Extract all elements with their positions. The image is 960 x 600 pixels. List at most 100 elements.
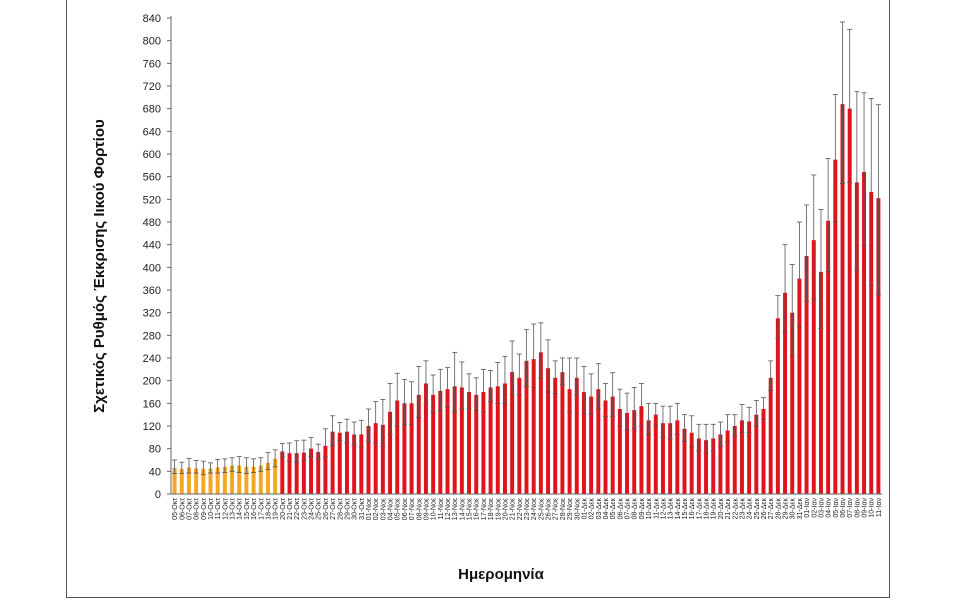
bar — [474, 394, 479, 494]
x-tick-label: 28-Νοε — [560, 498, 567, 520]
x-tick-label: 05-Οκτ — [172, 498, 179, 520]
x-tick-label: 15-Οκτ — [244, 498, 251, 520]
bar — [603, 400, 608, 494]
x-tick-label: 13-Οκτ — [230, 498, 237, 520]
y-tick-label: 800 — [143, 36, 161, 48]
bar — [876, 198, 881, 494]
x-tick-label: 13-Νοε — [452, 498, 459, 520]
bar — [833, 159, 838, 494]
x-tick-label: 30-Νοε — [574, 498, 581, 520]
bar — [797, 278, 802, 494]
x-tick-label: 21-Δεκ — [725, 498, 732, 520]
x-tick-label: 01-Νοε — [366, 498, 373, 520]
bar — [352, 434, 357, 494]
bar — [186, 467, 191, 494]
x-tick-label: 27-Οκτ — [330, 498, 337, 520]
x-tick-label: 10-Δεκ — [646, 498, 653, 520]
x-tick-label: 23-Δεκ — [739, 498, 746, 520]
x-tick-label: 08-Δεκ — [632, 498, 639, 520]
x-tick-label: 03-Νοε — [380, 498, 387, 520]
x-tick-label: 06-Οκτ — [179, 498, 186, 520]
bar — [316, 452, 321, 494]
bar — [567, 389, 572, 494]
y-tick-label: 360 — [143, 285, 161, 297]
bar — [502, 383, 507, 494]
bar — [344, 431, 349, 494]
y-tick-label: 640 — [143, 126, 161, 138]
x-tick-label: 06-Δεκ — [617, 498, 624, 520]
bar — [481, 392, 486, 494]
x-tick-label: 12-Νοε — [445, 498, 452, 520]
bar — [725, 430, 730, 494]
x-tick-label: 02-Ιαν — [811, 498, 818, 518]
bar — [287, 453, 292, 494]
x-tick-label: 04-Ιαν — [826, 498, 833, 518]
bar — [373, 423, 378, 494]
x-tick-label: 09-Ιαν — [862, 498, 869, 518]
y-tick-label: 400 — [143, 262, 161, 274]
bar — [553, 377, 558, 494]
y-tick-label: 280 — [143, 330, 161, 342]
x-tick-label: 28-Δεκ — [775, 498, 782, 520]
bar — [388, 411, 393, 494]
bar — [826, 220, 831, 494]
x-tick-label: 14-Δεκ — [675, 498, 682, 520]
y-tick-label: 80 — [149, 444, 161, 456]
x-tick-label: 14-Νοε — [459, 498, 466, 520]
x-tick-label: 17-Οκτ — [258, 498, 265, 520]
x-tick-label: 23-Νοε — [524, 498, 531, 520]
y-tick-label: 720 — [143, 81, 161, 93]
x-tick-label: 07-Νοε — [409, 498, 416, 520]
x-tick-label: 08-Οκτ — [194, 498, 201, 520]
bar — [445, 389, 450, 494]
x-tick-label: 06-Ιαν — [840, 498, 847, 518]
bar — [237, 465, 242, 494]
x-tick-label: 02-Νοε — [373, 498, 380, 520]
x-tick-label: 19-Δεκ — [711, 498, 718, 520]
bar — [560, 372, 565, 494]
x-tick-label: 25-Δεκ — [754, 498, 761, 520]
bar — [775, 318, 780, 494]
x-tick-label: 05-Ιαν — [833, 498, 840, 518]
x-tick-label: 07-Δεκ — [625, 498, 632, 520]
bar — [488, 387, 493, 494]
bar — [172, 467, 177, 494]
y-tick-label: 480 — [143, 217, 161, 229]
x-tick-label: 23-Οκτ — [301, 498, 308, 520]
x-tick-label: 21-Οκτ — [287, 498, 294, 520]
bar — [337, 432, 342, 494]
bar — [840, 104, 845, 494]
y-tick-label: 320 — [143, 308, 161, 320]
x-tick-label: 05-Δεκ — [610, 498, 617, 520]
bar — [409, 403, 414, 494]
y-tick-label: 560 — [143, 172, 161, 184]
bar — [215, 467, 220, 494]
bar — [625, 412, 630, 494]
bar — [639, 406, 644, 494]
bar — [739, 420, 744, 494]
bar — [244, 466, 249, 494]
bar — [452, 386, 457, 494]
bar — [869, 191, 874, 494]
bar — [847, 108, 852, 495]
bar — [862, 172, 867, 494]
bar — [783, 292, 788, 494]
bar — [258, 465, 263, 494]
x-tick-label: 15-Νοε — [467, 498, 474, 520]
bar — [309, 448, 314, 494]
bars-layer — [172, 104, 881, 495]
bar — [790, 312, 795, 494]
bar — [416, 394, 421, 494]
x-tick-label: 17-Δεκ — [696, 498, 703, 520]
bar — [768, 377, 773, 494]
bar — [438, 390, 443, 494]
x-tick-label: 12-Οκτ — [222, 498, 229, 520]
x-tick-label: 05-Νοε — [395, 498, 402, 520]
bar — [854, 182, 859, 495]
x-tick-label: 16-Νοε — [474, 498, 481, 520]
x-tick-label: 25-Νοε — [538, 498, 545, 520]
x-tick-label: 12-Δεκ — [660, 498, 667, 520]
x-tick-label: 20-Δεκ — [718, 498, 725, 520]
bar — [265, 462, 270, 494]
y-tick-labels: 0 40 80 120 160 200 240 280 320 360 400 440 480 520 56… — [143, 13, 171, 501]
